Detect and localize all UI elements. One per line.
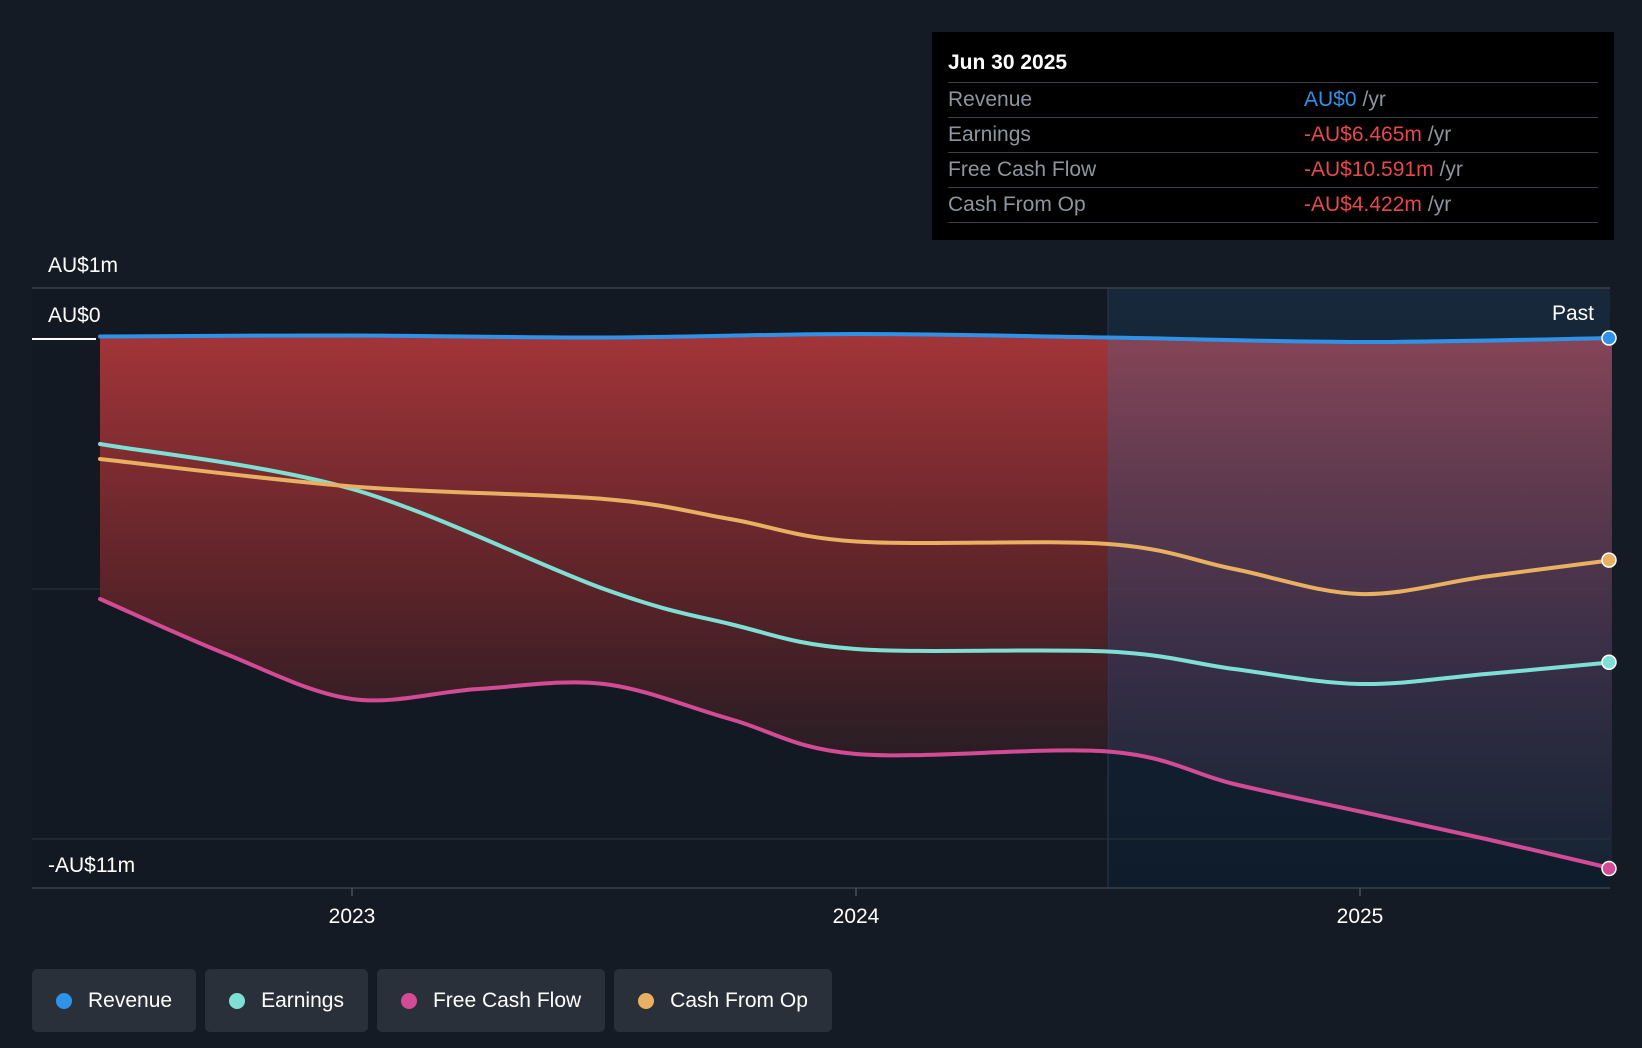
tooltip-unit: /yr bbox=[1362, 88, 1386, 111]
tooltip-row-cash-from-op: Cash From Op -AU$4.422m /yr bbox=[948, 188, 1598, 223]
tooltip-label: Free Cash Flow bbox=[948, 158, 1097, 181]
legend-label: Free Cash Flow bbox=[432, 988, 582, 1012]
tooltip-label: Revenue bbox=[948, 88, 1033, 111]
legend-item-cash-from-op[interactable]: Cash From Op bbox=[614, 969, 832, 1032]
past-label: Past bbox=[1552, 302, 1594, 325]
series-line-cash-from-op bbox=[98, 457, 1614, 597]
free-cash-flow-dot-icon bbox=[400, 992, 417, 1009]
series-line-earnings bbox=[98, 442, 1614, 687]
series-end-point-free-cash-flow bbox=[1601, 860, 1617, 877]
series-end-point-revenue bbox=[1601, 330, 1617, 346]
tooltip-value: -AU$6.465m bbox=[1304, 123, 1422, 146]
tooltip-date: Jun 30 2025 bbox=[948, 46, 1598, 83]
series-end-point-cash-from-op bbox=[1601, 552, 1617, 568]
legend: Revenue Earnings Free Cash Flow Cash Fro… bbox=[32, 969, 841, 1032]
legend-item-earnings[interactable]: Earnings bbox=[205, 969, 368, 1032]
tooltip-panel: Jun 30 2025 Revenue AU$0 /yr Earnings -A… bbox=[932, 32, 1614, 240]
legend-item-free-cash-flow[interactable]: Free Cash Flow bbox=[376, 969, 606, 1032]
series-line-free-cash-flow bbox=[98, 597, 1614, 871]
tooltip-value: AU$0 bbox=[1304, 88, 1357, 111]
tooltip-row-free-cash-flow: Free Cash Flow -AU$10.591m /yr bbox=[948, 153, 1598, 188]
legend-label: Cash From Op bbox=[670, 988, 808, 1012]
x-tick-label: 2024 bbox=[833, 905, 880, 928]
x-tick-label: 2025 bbox=[1337, 905, 1384, 928]
earnings-dot-icon bbox=[229, 992, 246, 1009]
tooltip-unit: /yr bbox=[1439, 158, 1463, 181]
y-label-zero: AU$0 bbox=[48, 304, 101, 327]
y-label-bottom: -AU$11m bbox=[48, 854, 135, 877]
x-tick-label: 2023 bbox=[329, 905, 376, 928]
tooltip-row-revenue: Revenue AU$0 /yr bbox=[948, 83, 1598, 118]
revenue-dot-icon bbox=[56, 992, 72, 1009]
y-label-top: AU$1m bbox=[48, 254, 118, 277]
legend-item-revenue[interactable]: Revenue bbox=[32, 969, 197, 1032]
tooltip-value: -AU$4.422m bbox=[1304, 193, 1422, 216]
series-end-point-earnings bbox=[1601, 654, 1617, 670]
tooltip-row-earnings: Earnings -AU$6.465m /yr bbox=[948, 118, 1598, 153]
legend-label: Revenue bbox=[88, 988, 173, 1012]
tooltip-label: Earnings bbox=[948, 123, 1031, 146]
series-line-revenue bbox=[98, 331, 1614, 345]
legend-label: Earnings bbox=[261, 988, 344, 1012]
area-recent bbox=[1108, 337, 1612, 869]
cash-from-op-dot-icon bbox=[638, 992, 655, 1009]
tooltip-value: -AU$10.591m bbox=[1304, 158, 1434, 181]
tooltip-unit: /yr bbox=[1427, 193, 1452, 216]
tooltip-label: Cash From Op bbox=[948, 193, 1086, 216]
tooltip-unit: /yr bbox=[1427, 123, 1452, 146]
